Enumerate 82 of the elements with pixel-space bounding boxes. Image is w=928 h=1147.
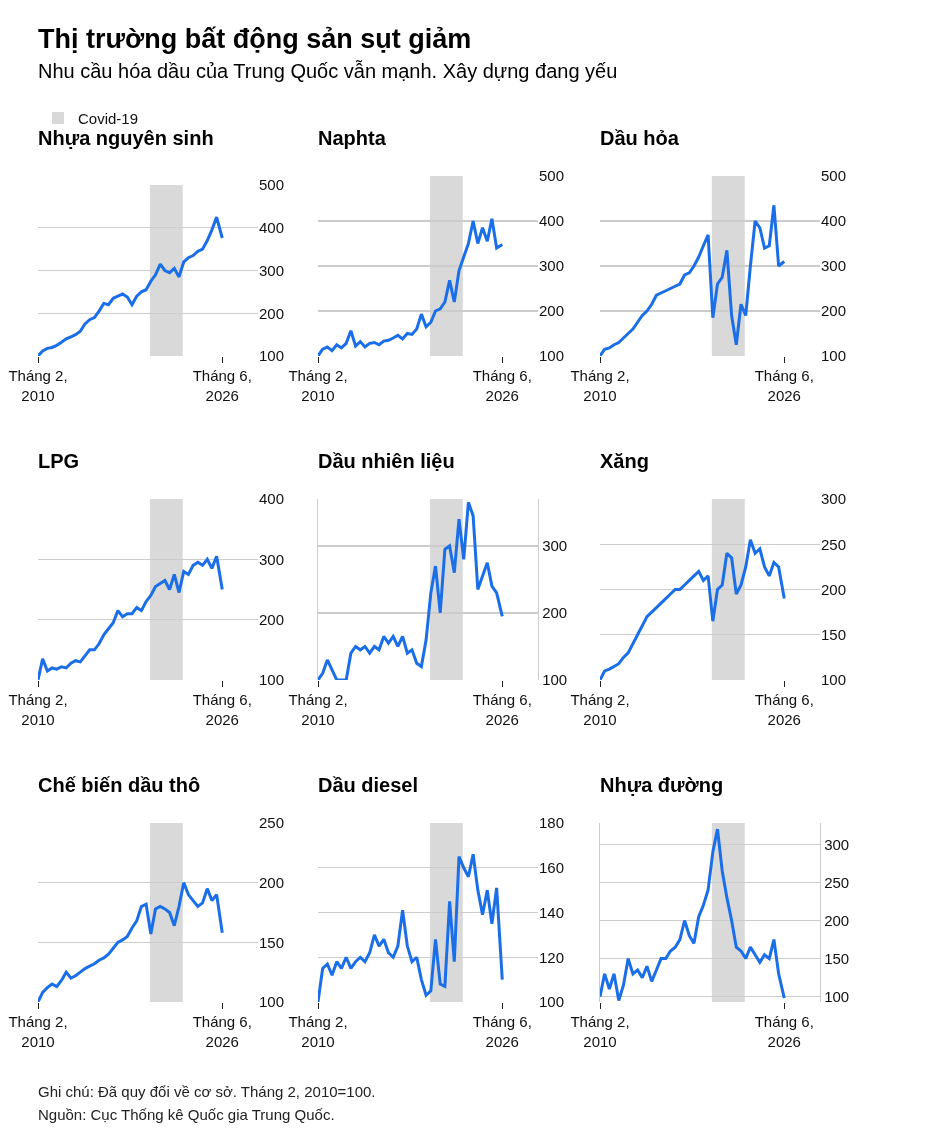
x-tick-label: Tháng 2, 2010 <box>8 691 68 728</box>
y-tick-label: 250 <box>259 814 285 832</box>
line-series <box>318 852 504 1002</box>
y-tick-label: 100 <box>259 993 285 1011</box>
y-tick-label: 200 <box>259 873 285 891</box>
y-tick-label: 400 <box>259 490 285 508</box>
chart-title: Dầu diesel <box>318 774 419 796</box>
text: Nguồn: Cục Thống kê Quốc gia Trung Quốc. <box>38 1105 336 1125</box>
y-tick-label: 400 <box>539 212 565 230</box>
y-tick-label: 300 <box>539 257 565 275</box>
x-tick-label: Tháng 6, 2026 <box>472 367 532 404</box>
line-series <box>38 554 224 680</box>
x-tick-label: Tháng 6, 2026 <box>754 1013 814 1050</box>
y-tick-label: 100 <box>821 347 847 365</box>
legend-label: Covid-19 <box>78 109 139 127</box>
line-series <box>600 203 786 356</box>
chart-title: Dầu hỏa <box>600 127 680 149</box>
text: Nhu cầu hóa dầu của Trung Quốc vẫn mạnh. Xây dựng đang yếu <box>38 59 618 84</box>
x-tick-label: Tháng 2, 2010 <box>8 367 68 404</box>
y-tick-label: 100 <box>259 347 285 365</box>
y-tick-label: 300 <box>824 835 850 853</box>
y-tick-label: 200 <box>259 610 285 628</box>
y-tick-label: 500 <box>539 167 565 185</box>
y-tick-label: 150 <box>259 933 285 951</box>
y-tick-label: 300 <box>259 550 285 568</box>
y-tick-label: 300 <box>821 257 847 275</box>
y-tick-label: 100 <box>824 987 850 1005</box>
x-tick-label: Tháng 6, 2026 <box>472 1013 532 1050</box>
y-tick-label: 200 <box>259 304 285 322</box>
y-tick-label: 300 <box>259 261 285 279</box>
chart-title: Nhựa nguyên sinh <box>38 127 214 149</box>
chart-title: LPG <box>38 450 80 472</box>
y-tick-label: 300 <box>821 490 847 508</box>
y-tick-label: 200 <box>821 302 847 320</box>
y-tick-label: 400 <box>821 212 847 230</box>
x-tick-label: Tháng 2, 2010 <box>288 367 348 404</box>
chart-title: Nhựa đường <box>600 774 724 796</box>
line-series <box>318 217 504 356</box>
text: Ghi chú: Đã quy đổi về cơ sở. Tháng 2, 2010=100. <box>38 1082 376 1102</box>
x-tick-label: Tháng 6, 2026 <box>192 1013 252 1050</box>
y-tick-label: 100 <box>539 993 565 1011</box>
y-tick-label: 150 <box>824 949 850 967</box>
y-tick-label: 200 <box>542 604 568 622</box>
y-tick-label: 500 <box>259 176 285 194</box>
y-tick-label: 200 <box>824 911 850 929</box>
line-series <box>600 538 786 680</box>
text: Thị trường bất động sản sụt giảm <box>38 23 473 56</box>
y-tick-label: 250 <box>824 873 850 891</box>
x-tick-label: Tháng 2, 2010 <box>288 691 348 728</box>
x-tick-label: Tháng 6, 2026 <box>754 367 814 404</box>
y-tick-label: 120 <box>539 948 565 966</box>
x-tick-label: Tháng 2, 2010 <box>288 1013 348 1050</box>
x-tick-label: Tháng 2, 2010 <box>570 691 630 728</box>
y-tick-label: 100 <box>821 671 847 689</box>
y-tick-label: 180 <box>539 814 565 832</box>
x-tick-label: Tháng 2, 2010 <box>8 1013 68 1050</box>
line-series <box>38 215 224 356</box>
x-tick-label: Tháng 6, 2026 <box>192 367 252 404</box>
y-tick-label: 200 <box>821 580 847 598</box>
y-tick-label: 500 <box>821 167 847 185</box>
y-tick-label: 200 <box>539 302 565 320</box>
y-tick-label: 300 <box>542 537 568 555</box>
y-tick-label: 100 <box>539 347 565 365</box>
x-tick-label: Tháng 6, 2026 <box>192 691 252 728</box>
y-tick-label: 150 <box>821 626 847 643</box>
x-tick-label: Tháng 2, 2010 <box>570 1013 630 1050</box>
chart-title: Naphta <box>318 127 387 149</box>
chart-title: Chế biến dầu thô <box>38 774 201 796</box>
x-tick-label: Tháng 6, 2026 <box>754 691 814 728</box>
x-tick-label: Tháng 2, 2010 <box>570 367 630 404</box>
y-tick-label: 100 <box>542 671 568 689</box>
y-tick-label: 140 <box>539 903 565 921</box>
chart-title: Dầu nhiên liệu <box>318 450 455 472</box>
line-series <box>318 500 504 680</box>
y-tick-label: 250 <box>821 535 847 553</box>
y-tick-label: 100 <box>259 671 285 689</box>
chart-title: Xăng <box>600 450 649 472</box>
y-tick-label: 400 <box>259 219 285 236</box>
y-tick-label: 160 <box>539 859 565 876</box>
x-tick-label: Tháng 6, 2026 <box>472 691 532 728</box>
line-series <box>600 827 786 1002</box>
line-series <box>38 881 224 1002</box>
